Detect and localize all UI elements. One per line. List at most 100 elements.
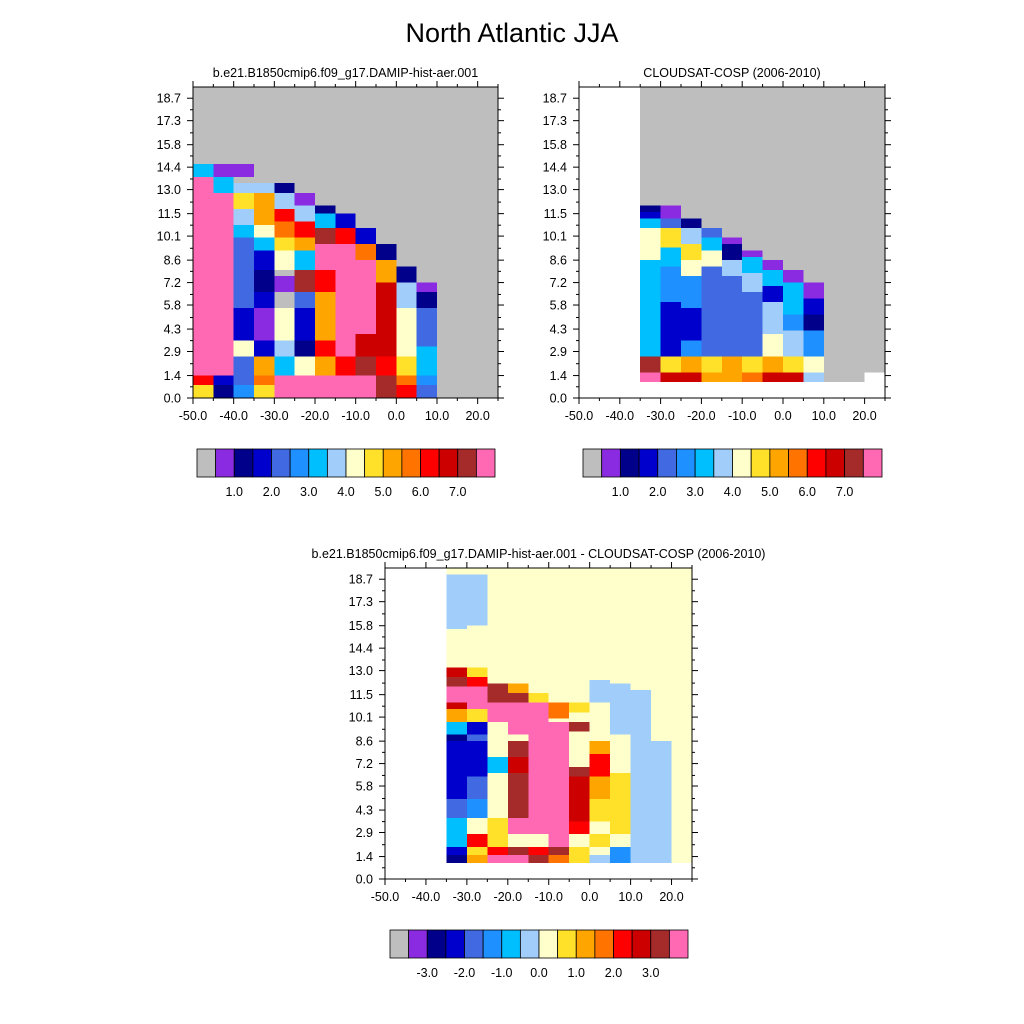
heatmap-cell <box>466 709 488 722</box>
heatmap-cell <box>254 250 275 270</box>
heatmap-cell <box>803 298 824 315</box>
heatmap-cell <box>681 260 702 277</box>
colorbar-box <box>289 448 310 478</box>
heatmap-cell <box>610 741 631 751</box>
colorbar-box <box>426 929 447 959</box>
heatmap-cell <box>274 250 295 270</box>
colorbar-box <box>326 448 347 478</box>
colorbar-box <box>252 448 272 478</box>
colorbar-box <box>215 448 235 478</box>
heatmap-cell <box>701 250 722 267</box>
heatmap-cell <box>446 625 467 629</box>
heatmap-cell <box>487 818 508 835</box>
x-tick-label: 20.0 <box>852 409 876 423</box>
heatmap-cell <box>233 183 275 193</box>
x-tick-label: -10.0 <box>728 409 757 423</box>
heatmap-cell <box>294 192 315 206</box>
colorbar-label: 2.0 <box>263 485 280 499</box>
colorbar-box <box>482 929 503 959</box>
x-tick-label: 10.0 <box>425 409 449 423</box>
colorbar-box <box>676 448 696 478</box>
colorbar-box <box>769 448 789 478</box>
heatmap-cell <box>610 821 631 835</box>
heatmap-cell <box>233 237 254 251</box>
heatmap-cell <box>416 346 437 357</box>
colorbar-box <box>732 448 752 478</box>
heatmap-cell <box>701 372 743 382</box>
x-tick-label: -10.0 <box>341 409 370 423</box>
heatmap-cell <box>376 385 397 398</box>
heatmap-cell <box>294 308 315 341</box>
heatmap-cell <box>274 276 295 293</box>
heatmap-cell <box>681 228 702 245</box>
heatmap-cell <box>233 269 254 309</box>
y-tick-label: 8.6 <box>356 735 373 749</box>
heatmap-cell <box>466 667 488 678</box>
colorbar-box <box>233 448 254 478</box>
heatmap-cell <box>783 269 804 283</box>
heatmap-cell <box>213 176 234 193</box>
heatmap-cell <box>376 260 397 283</box>
heatmap-cell <box>660 228 681 248</box>
heatmap-cell <box>355 333 376 357</box>
heatmap-cell <box>376 244 397 261</box>
heatmap-cell <box>335 213 356 229</box>
heatmap-cell <box>446 686 488 703</box>
heatmap-cell <box>610 854 631 863</box>
y-tick-label: 1.4 <box>550 369 567 383</box>
heatmap-cell <box>213 385 234 398</box>
heatmap-cell <box>233 340 254 357</box>
heatmap-cell <box>701 266 722 357</box>
heatmap-cell <box>589 834 611 847</box>
heatmap-cell <box>630 702 652 726</box>
heatmap-cell <box>742 372 763 382</box>
heatmap-cell <box>466 702 488 710</box>
heatmap-cell <box>610 798 631 822</box>
heatmap-cell <box>610 773 631 799</box>
heatmap-cell <box>446 734 467 742</box>
y-tick-label: 15.8 <box>157 138 181 152</box>
colorbar-label: 6.0 <box>799 485 816 499</box>
heatmap-cell <box>569 846 590 855</box>
heatmap-cell <box>233 375 254 386</box>
heatmap-cell <box>589 699 652 703</box>
colorbar-box <box>271 448 291 478</box>
heatmap-cell <box>721 276 743 357</box>
colorbar: 1.0 2.0 3.0 4.0 5.0 6.0 7.0 <box>582 448 883 499</box>
heatmap-cell <box>803 356 824 373</box>
heatmap-cell <box>507 741 529 758</box>
heatmap-cell <box>528 734 570 799</box>
heatmap-cell <box>640 205 661 213</box>
heatmap-cell <box>721 244 743 261</box>
colorbar-box <box>668 929 689 959</box>
heatmap-cell <box>681 356 702 373</box>
heatmap-cell <box>569 798 590 822</box>
x-tick-label: 20.0 <box>465 409 489 423</box>
x-tick-label: -40.0 <box>219 409 248 423</box>
heatmap-cell <box>446 854 467 863</box>
heatmap-cell <box>315 205 336 214</box>
heatmap-cell <box>274 208 295 222</box>
heatmap-cell <box>213 375 234 386</box>
heatmap-cell <box>742 256 763 273</box>
heatmap-cell <box>233 224 254 238</box>
heatmap-cell <box>274 356 295 376</box>
heatmap-cell <box>507 702 549 722</box>
heatmap-cell <box>466 757 488 777</box>
colorbar-label: 5.0 <box>761 485 778 499</box>
heatmap-cell <box>864 372 885 382</box>
colorbar-box <box>457 448 477 478</box>
y-tick-label: 5.8 <box>550 299 567 313</box>
heatmap-cell <box>681 244 702 261</box>
y-tick-label: 17.3 <box>157 114 181 128</box>
heatmap-cell <box>466 776 488 799</box>
colorbar-label: 5.0 <box>375 485 392 499</box>
colorbar-label: -2.0 <box>454 966 476 980</box>
y-tick-label: 10.1 <box>543 230 567 244</box>
heatmap-cell <box>487 798 508 819</box>
heatmap-cell <box>335 333 356 357</box>
colorbar-label: -3.0 <box>416 966 438 980</box>
heatmap-cell <box>803 330 824 357</box>
x-tick-label: 20.0 <box>659 890 683 904</box>
heatmap-cell <box>233 356 254 376</box>
